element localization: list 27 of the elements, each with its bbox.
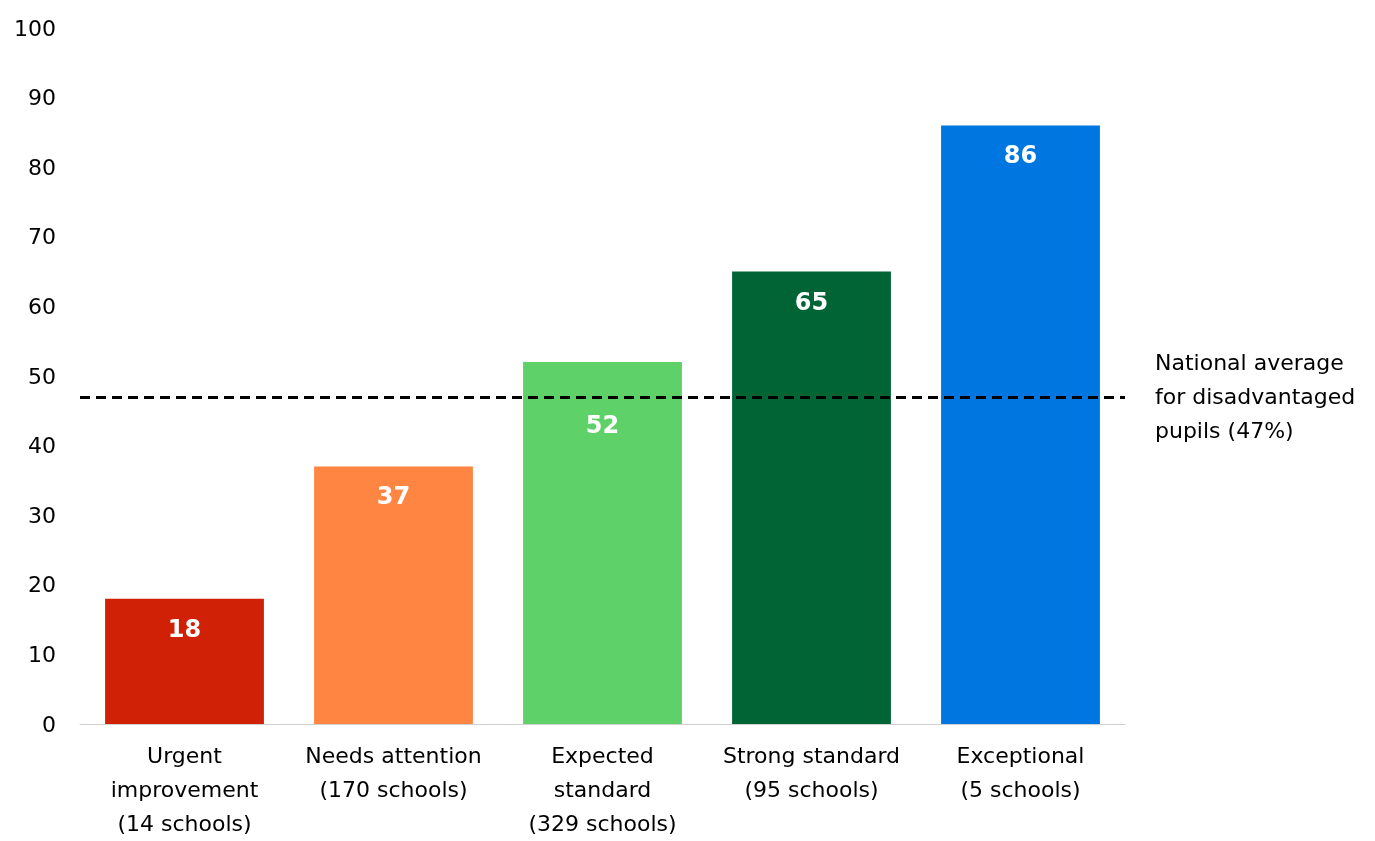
y-tick-label: 30 — [28, 502, 56, 528]
ref-line-label: National average for disadvantaged pupils (47%) — [1155, 350, 1356, 444]
y-tick-label: 50 — [28, 363, 56, 389]
bar — [732, 271, 891, 724]
y-tick-label: 70 — [28, 224, 56, 250]
y-tick-label: 0 — [42, 711, 56, 737]
data-label: 18 — [167, 614, 202, 643]
y-tick-label: 80 — [28, 154, 56, 180]
data-label: 86 — [1003, 141, 1038, 170]
bar — [105, 598, 264, 724]
y-tick-label: 100 — [14, 15, 56, 41]
x-tick-label: Urgent improvement (14 schools) — [110, 742, 259, 836]
data-label: 52 — [585, 410, 620, 439]
x-tick-label: Expected standard (329 schools) — [528, 742, 677, 836]
data-label: 37 — [376, 482, 411, 511]
x-tick-label: Strong standard (95 schools) — [722, 742, 901, 802]
bar — [523, 362, 682, 724]
y-tick-label: 20 — [28, 572, 56, 598]
data-label: 65 — [794, 287, 829, 316]
y-tick-label: 90 — [28, 85, 56, 111]
bar — [314, 466, 473, 724]
x-tick-label: Exceptional (5 schools) — [956, 742, 1085, 802]
bar — [941, 125, 1100, 724]
x-tick-label: Needs attention (170 schools) — [305, 742, 482, 802]
y-tick-label: 40 — [28, 433, 56, 459]
y-tick-label: 10 — [28, 641, 56, 667]
y-tick-label: 60 — [28, 293, 56, 319]
